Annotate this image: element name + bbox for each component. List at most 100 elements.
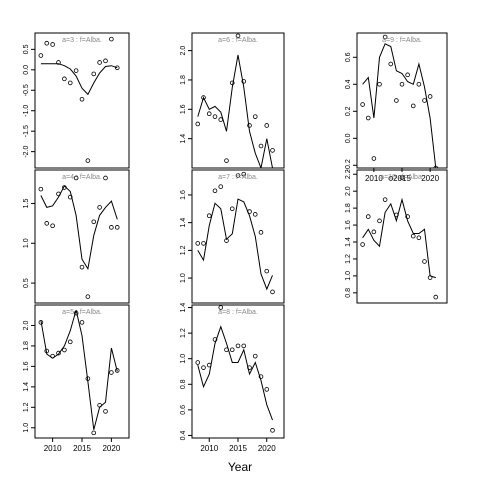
panel-title: a=6 : f=Alba. bbox=[218, 37, 258, 44]
data-point bbox=[73, 68, 79, 73]
data-point bbox=[212, 188, 218, 194]
y-tick-label: 1.8 bbox=[345, 203, 352, 213]
fitted-line bbox=[362, 43, 437, 168]
data-point bbox=[91, 430, 97, 436]
data-point bbox=[62, 347, 67, 353]
y-tick-label: 0.6 bbox=[180, 405, 187, 415]
data-point bbox=[50, 42, 55, 47]
data-point bbox=[241, 171, 247, 177]
data-point bbox=[109, 370, 114, 375]
data-point bbox=[382, 197, 388, 202]
y-tick-label: 1.4 bbox=[180, 218, 187, 228]
data-point bbox=[399, 175, 405, 180]
data-point bbox=[85, 158, 91, 163]
chart-panel: -2.0 -1.5 -1.0 -0.5 0.0 0.5 a=3 : f=Alba. bbox=[23, 32, 130, 169]
data-point bbox=[405, 214, 410, 219]
data-point bbox=[377, 82, 382, 87]
chart-panel: 0.5 1.0 1.5 a=4 : f=Alba. bbox=[23, 169, 130, 304]
data-point bbox=[410, 233, 416, 239]
data-point bbox=[114, 225, 120, 230]
data-point bbox=[382, 34, 388, 40]
data-point bbox=[371, 156, 377, 161]
data-point bbox=[365, 115, 371, 121]
data-point bbox=[360, 242, 365, 247]
data-point bbox=[388, 176, 394, 181]
data-point bbox=[212, 337, 218, 342]
data-point bbox=[365, 214, 371, 219]
data-point bbox=[264, 387, 270, 392]
y-tick-label: -1.5 bbox=[23, 125, 30, 137]
series-group bbox=[38, 309, 120, 436]
data-point bbox=[91, 71, 97, 77]
data-point bbox=[79, 96, 85, 102]
data-point bbox=[201, 95, 206, 100]
y-tick-label: 1.8 bbox=[180, 75, 187, 85]
data-point bbox=[394, 98, 399, 103]
y-tick-label: 1.6 bbox=[180, 104, 187, 114]
data-point bbox=[79, 320, 85, 325]
panel-frame bbox=[191, 32, 285, 169]
panel-frame bbox=[34, 32, 130, 169]
y-tick-label: -0.2 bbox=[345, 159, 352, 171]
y-tick-label: 2.0 bbox=[23, 320, 30, 330]
data-point bbox=[85, 294, 91, 299]
data-point bbox=[56, 350, 61, 356]
data-point bbox=[44, 221, 50, 226]
y-tick-label: 0.5 bbox=[23, 278, 30, 288]
data-point bbox=[195, 241, 201, 246]
data-point bbox=[235, 173, 241, 178]
chart-panel: 1.4 1.6 1.8 2.0 a=6 : f=Alba. bbox=[180, 32, 285, 169]
x-tick-label: 2010 bbox=[44, 444, 62, 453]
y-tick-label: 1.5 bbox=[23, 198, 30, 208]
x-tick-label: 2020 bbox=[258, 444, 276, 453]
data-point bbox=[67, 80, 73, 86]
data-point bbox=[218, 184, 224, 189]
data-point bbox=[195, 121, 201, 127]
data-point bbox=[56, 60, 61, 65]
x-tick-label: 2015 bbox=[73, 444, 91, 453]
chart-panel: 1.0 1.2 1.4 1.6 1.8 2.0 2010 2015 2020 a=5 : f=Al… bbox=[23, 304, 130, 453]
data-point bbox=[38, 186, 44, 192]
y-tick-label: 0.0 bbox=[23, 65, 30, 75]
series-group bbox=[195, 33, 275, 168]
data-point bbox=[270, 289, 275, 295]
x-tick-label: 2020 bbox=[102, 444, 120, 453]
series-group bbox=[38, 36, 120, 163]
y-tick-label: 1.2 bbox=[180, 245, 187, 255]
y-tick-label: 1.0 bbox=[345, 271, 352, 281]
panel-frame bbox=[356, 169, 448, 304]
y-tick-label: 0.8 bbox=[180, 379, 187, 389]
panel-title: a=8 : f=Alba. bbox=[218, 309, 258, 316]
data-point bbox=[109, 225, 114, 230]
y-tick-label: -1.0 bbox=[23, 105, 30, 117]
data-point bbox=[103, 58, 108, 64]
panel-title: a=9 : f=Alba. bbox=[382, 37, 422, 44]
panel-title: a=3 : f=Alba. bbox=[62, 37, 102, 44]
y-tick-label: -2.0 bbox=[23, 145, 30, 157]
y-tick-label: 1.2 bbox=[23, 402, 30, 412]
y-tick-label: 1.4 bbox=[345, 237, 352, 247]
data-point bbox=[229, 347, 235, 353]
y-tick-label: 1.2 bbox=[345, 254, 352, 264]
data-point bbox=[109, 36, 114, 42]
panel-frame bbox=[191, 304, 285, 439]
y-tick-label: 1.4 bbox=[180, 303, 187, 313]
x-axis-label: Year bbox=[228, 460, 252, 474]
data-point bbox=[258, 230, 264, 235]
y-tick-label: 1.6 bbox=[23, 361, 30, 371]
y-tick-label: -0.5 bbox=[23, 84, 30, 96]
y-tick-label: 1.8 bbox=[23, 341, 30, 351]
data-point bbox=[416, 82, 422, 87]
series-group bbox=[38, 175, 120, 299]
data-point bbox=[264, 268, 270, 274]
data-point bbox=[427, 94, 433, 99]
data-point bbox=[360, 102, 365, 107]
panel-frame bbox=[34, 169, 130, 304]
x-tick-label: 2010 bbox=[365, 174, 383, 183]
fitted-line bbox=[40, 309, 118, 430]
data-point bbox=[377, 218, 382, 224]
y-tick-label: 1.6 bbox=[180, 190, 187, 200]
x-tick-label: 2010 bbox=[200, 444, 218, 453]
x-tick-label: 2015 bbox=[229, 444, 247, 453]
